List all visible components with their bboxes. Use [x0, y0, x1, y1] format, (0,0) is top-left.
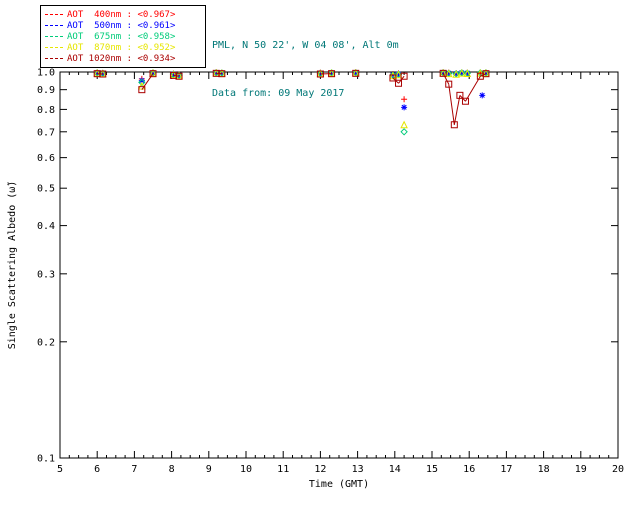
site-info: PML, N 50 22', W 04 08', Alt 0m	[212, 40, 399, 51]
legend-line-sample-500nm	[45, 25, 63, 26]
legend-label-1020nm: AOT 1020nm : <0.934>	[67, 53, 176, 64]
x-tick-label: 17	[500, 464, 512, 475]
x-tick-label: 11	[277, 464, 289, 475]
series-aot-1020nm	[93, 69, 490, 129]
legend-label-675nm: AOT 675nm : <0.958>	[67, 31, 176, 42]
legend-line-sample-400nm	[45, 14, 63, 15]
x-tick-label: 10	[240, 464, 252, 475]
legend-item-675nm: AOT 675nm : <0.958>	[45, 31, 201, 42]
x-tick-label: 8	[169, 464, 175, 475]
axes	[59, 71, 619, 459]
x-tick-label: 18	[538, 464, 550, 475]
x-tick-label: 5	[57, 464, 63, 475]
x-tick-label: 7	[131, 464, 137, 475]
series-line-segment	[448, 84, 455, 125]
legend-label-870nm: AOT 870nm : <0.952>	[67, 42, 176, 53]
series-aot-500nm	[94, 69, 489, 111]
x-tick-label: 19	[575, 464, 587, 475]
legend-label-400nm: AOT 400nm : <0.967>	[67, 9, 176, 20]
x-tick-label: 16	[463, 464, 475, 475]
series-line-segment	[442, 73, 450, 85]
legend-line-sample-675nm	[45, 36, 63, 37]
y-tick-label: 0.5	[37, 184, 55, 195]
data-date: Data from: 09 May 2017	[212, 88, 345, 99]
legend-line-sample-1020nm	[45, 58, 63, 59]
x-axis-title: Time (GMT)	[309, 479, 369, 490]
series-line-segment	[465, 75, 481, 102]
x-tick-label: 12	[314, 464, 326, 475]
x-tick-label: 13	[352, 464, 364, 475]
series-line-segment	[398, 75, 405, 84]
y-tick-label: 0.8	[37, 105, 55, 116]
legend-item-500nm: AOT 500nm : <0.961>	[45, 20, 201, 31]
y-tick-label: 0.2	[37, 337, 55, 348]
legend-line-sample-870nm	[45, 47, 63, 48]
x-tick-label: 9	[206, 464, 212, 475]
series-line-segment	[453, 95, 461, 125]
y-tick-label: 0.1	[37, 454, 55, 465]
x-tick-label: 14	[389, 464, 401, 475]
y-tick-label: 0.4	[37, 221, 55, 232]
x-tick-label: 20	[612, 464, 624, 475]
plot-header: PML, N 50 22', W 04 08', Alt 0m Data fro…	[212, 6, 399, 134]
y-tick-label: 0.9	[37, 85, 55, 96]
legend-item-1020nm: AOT 1020nm : <0.934>	[45, 53, 201, 64]
y-tick-label: 0.3	[37, 269, 55, 280]
y-tick-label: 0.7	[37, 127, 55, 138]
legend-item-400nm: AOT 400nm : <0.967>	[45, 9, 201, 20]
x-tick-label: 15	[426, 464, 438, 475]
axis-labels: 5 6 7 8 9 10 11 12 13 14 15 16 17 18 19 20 1.0 0.9 0.8 0.7 0…	[6, 68, 624, 491]
legend-label-500nm: AOT 500nm : <0.961>	[67, 20, 176, 31]
y-axis-title: Single Scattering Albedo (ω̃)	[6, 181, 18, 350]
legend-box: AOT 400nm : <0.967> AOT 500nm : <0.961> …	[40, 5, 206, 68]
y-tick-label: 1.0	[37, 68, 55, 79]
legend-item-870nm: AOT 870nm : <0.952>	[45, 42, 201, 53]
y-tick-label: 0.6	[37, 153, 55, 164]
x-tick-label: 6	[94, 464, 100, 475]
